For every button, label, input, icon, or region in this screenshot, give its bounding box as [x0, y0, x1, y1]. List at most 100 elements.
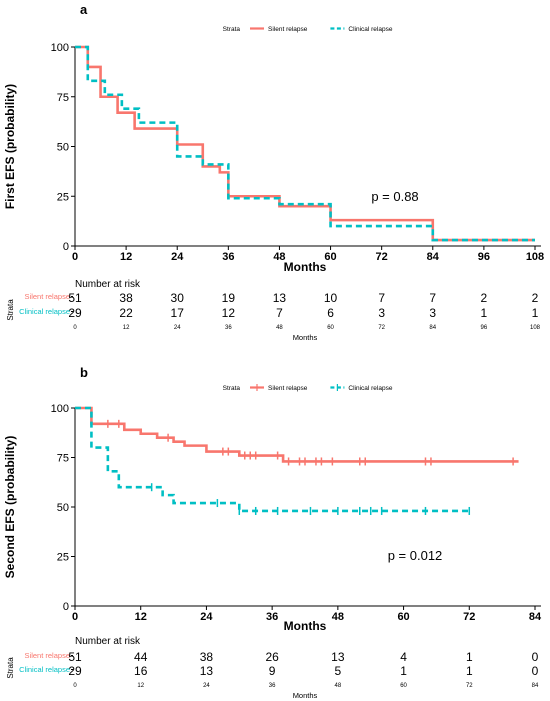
x-tick-label: 60	[397, 611, 409, 623]
legend-label-silent: Silent relapse	[268, 26, 308, 33]
y-tick-label: 25	[57, 552, 69, 564]
risk-tick-label: 108	[530, 325, 541, 331]
legend: Strata Silent relapse Clinical relapse	[223, 384, 393, 392]
y-tick-label: 75	[57, 92, 69, 104]
risk-count-clinical: 5	[335, 664, 342, 678]
series-line-silent	[75, 45, 535, 242]
risk-count-silent: 13	[331, 650, 345, 664]
risk-count-silent: 0	[532, 650, 539, 664]
panel-label: b	[80, 365, 88, 380]
risk-count-silent: 26	[265, 650, 279, 664]
risk-count-clinical: 29	[68, 306, 82, 320]
risk-count-clinical: 17	[171, 306, 185, 320]
x-tick-label: 0	[72, 251, 78, 263]
series-line-clinical	[75, 406, 470, 513]
risk-tick-label: 0	[73, 683, 77, 689]
risk-count-silent: 38	[119, 291, 133, 305]
risk-tick-label: 60	[327, 325, 334, 331]
risk-count-clinical: 12	[222, 306, 236, 320]
x-tick-label: 48	[332, 611, 344, 623]
legend-label-silent: Silent relapse	[268, 385, 308, 392]
risk-count-silent: 51	[68, 650, 82, 664]
x-tick-label: 0	[72, 611, 78, 623]
risk-count-clinical: 7	[276, 306, 283, 320]
risk-count-silent: 38	[200, 650, 214, 664]
risk-x-axis-title: Months	[293, 333, 318, 342]
risk-count-clinical: 16	[134, 664, 148, 678]
legend: Strata Silent relapse Clinical relapse	[223, 26, 393, 33]
x-tick-label: 84	[427, 251, 440, 263]
risk-row-label-clinical: Clinical relapse	[19, 307, 70, 316]
risk-strata-label: Strata	[6, 657, 15, 679]
y-tick-label: 50	[57, 502, 69, 514]
risk-count-silent: 4	[400, 650, 407, 664]
risk-count-clinical: 1	[481, 306, 488, 320]
y-tick-label: 0	[63, 241, 69, 253]
risk-count-clinical: 0	[532, 664, 539, 678]
y-axis-title: First EFS (probability)	[3, 84, 17, 209]
x-tick-label: 72	[376, 251, 388, 263]
risk-tick-label: 96	[481, 325, 488, 331]
series-line-clinical	[75, 45, 535, 242]
x-tick-label: 72	[463, 611, 475, 623]
risk-count-clinical: 29	[68, 664, 82, 678]
risk-count-clinical: 13	[200, 664, 214, 678]
x-tick-label: 48	[273, 251, 285, 263]
x-axis-title: Months	[284, 619, 327, 633]
risk-tick-label: 84	[429, 325, 436, 331]
risk-tick-label: 72	[378, 325, 385, 331]
risk-tick-label: 24	[203, 683, 210, 689]
risk-count-clinical: 9	[269, 664, 276, 678]
risk-count-silent: 2	[481, 291, 488, 305]
risk-row-label-silent: Silent relapse	[25, 292, 70, 301]
risk-count-clinical: 1	[400, 664, 407, 678]
panel-label: a	[80, 2, 88, 17]
y-axis-title: Second EFS (probability)	[3, 436, 17, 579]
risk-count-clinical: 3	[378, 306, 385, 320]
x-tick-label: 24	[200, 611, 213, 623]
risk-count-silent: 2	[532, 291, 539, 305]
x-tick-label: 108	[526, 251, 544, 263]
risk-row-label-clinical: Clinical relapse	[19, 665, 70, 674]
risk-tick-label: 36	[269, 683, 276, 689]
risk-count-silent: 7	[378, 291, 385, 305]
p-value-annotation: p = 0.88	[371, 189, 418, 204]
x-tick-label: 12	[135, 611, 147, 623]
y-tick-label: 100	[51, 42, 69, 54]
risk-x-axis-title: Months	[293, 691, 318, 700]
risk-tick-label: 36	[225, 325, 232, 331]
y-tick-label: 25	[57, 191, 69, 203]
risk-tick-label: 84	[532, 683, 539, 689]
risk-table-title: Number at risk	[75, 279, 141, 290]
y-tick-label: 100	[51, 403, 69, 415]
risk-tick-label: 0	[73, 325, 77, 331]
risk-count-clinical: 1	[532, 306, 539, 320]
risk-count-silent: 1	[466, 650, 473, 664]
risk-count-silent: 51	[68, 291, 82, 305]
x-tick-label: 96	[478, 251, 490, 263]
risk-count-silent: 7	[429, 291, 436, 305]
legend-label-clinical: Clinical relapse	[348, 26, 392, 33]
y-tick-label: 75	[57, 453, 69, 465]
risk-tick-label: 12	[137, 683, 144, 689]
risk-tick-label: 60	[400, 683, 407, 689]
x-tick-label: 24	[171, 251, 184, 263]
x-tick-label: 36	[266, 611, 278, 623]
risk-table-title: Number at risk	[75, 636, 141, 647]
risk-strata-label: Strata	[6, 299, 15, 321]
risk-count-clinical: 6	[327, 306, 334, 320]
risk-count-clinical: 3	[429, 306, 436, 320]
risk-tick-label: 12	[123, 325, 130, 331]
risk-tick-label: 48	[335, 683, 342, 689]
x-tick-label: 12	[120, 251, 132, 263]
legend-label-clinical: Clinical relapse	[348, 385, 392, 392]
p-value-annotation: p = 0.012	[388, 548, 443, 563]
panel-b: b Strata Silent relapse Clinical relapse 0 25…	[3, 365, 542, 700]
risk-count-silent: 10	[324, 291, 338, 305]
legend-title: Strata	[223, 385, 241, 392]
x-tick-label: 60	[324, 251, 336, 263]
